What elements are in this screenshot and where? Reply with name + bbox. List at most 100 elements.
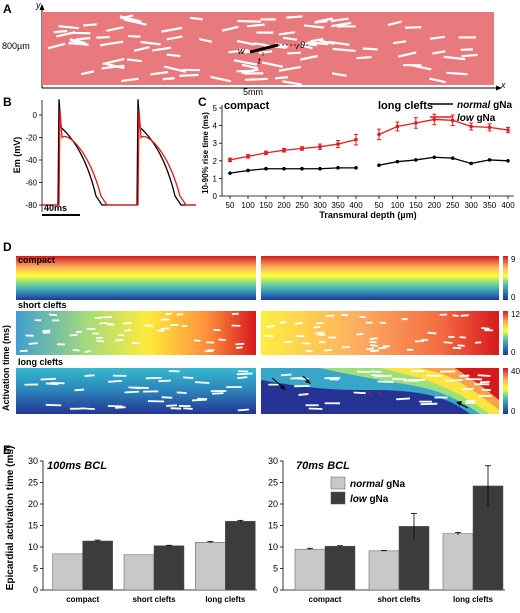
c-xtick-label: 250 <box>446 201 460 210</box>
cleft <box>101 64 125 70</box>
c-xticks: 50 100 150 200 250 300 350 400 50 100 150 200 250 300… <box>226 196 515 210</box>
activation-maps: normal gNa low gNa Activation time (ms) … <box>1 255 520 416</box>
cleft <box>253 42 266 47</box>
map-cleft <box>452 346 462 350</box>
cleft <box>241 68 259 75</box>
cleft <box>128 34 141 38</box>
map-cleft <box>158 379 172 383</box>
map-cleft <box>95 316 104 319</box>
cleft <box>362 47 378 51</box>
e-ytick-label: 20 <box>28 499 38 509</box>
map-cleft <box>170 407 182 410</box>
theta-label: θ <box>300 40 305 50</box>
cleft <box>412 64 432 71</box>
cleft <box>140 40 161 46</box>
cleft <box>397 51 417 58</box>
c-xtick-label: 400 <box>501 201 515 210</box>
map-cleft <box>460 314 469 317</box>
cleft <box>245 77 268 81</box>
c-xtick-label: 150 <box>409 201 423 210</box>
map-cleft <box>115 406 126 409</box>
cleft <box>162 77 175 81</box>
c-ytick-label: 1 <box>213 174 218 183</box>
map-cleft <box>370 349 379 353</box>
map-cleft <box>212 392 224 395</box>
e-ytick-label: 0 <box>273 585 278 595</box>
colorbar-max: 40 <box>511 367 520 376</box>
cleft <box>461 53 478 58</box>
y-axis-label: y <box>35 0 41 10</box>
cleft <box>274 76 289 80</box>
c-point <box>318 144 322 149</box>
map-cleft <box>84 350 92 353</box>
c-point <box>395 159 400 164</box>
cleft <box>166 53 181 58</box>
c-series-line <box>229 167 356 174</box>
c-point <box>282 148 286 153</box>
b-ytick-label: -80 <box>25 201 37 210</box>
map-cleft <box>356 332 364 336</box>
b-ytick-label: -20 <box>25 134 37 143</box>
map-cleft <box>266 325 275 328</box>
c-group-title-compact: compact <box>224 100 270 112</box>
e-bar <box>153 545 185 591</box>
panel-label-c: C <box>198 95 207 109</box>
cleft <box>198 38 213 43</box>
map-cleft <box>284 340 293 344</box>
c-ytick-label: 5 <box>213 104 218 113</box>
map-cleft <box>96 339 105 343</box>
c-point <box>282 166 286 171</box>
c-legend: normal gNa low gNa <box>430 100 512 124</box>
map-cleft <box>401 317 408 321</box>
c-xtick-label: 100 <box>391 201 405 210</box>
cleft <box>53 29 68 34</box>
c-xtick-label: 200 <box>428 201 442 210</box>
e-category-label: long clefts <box>453 595 494 604</box>
map-cleft <box>356 370 371 373</box>
map-cleft <box>324 348 332 352</box>
cleft <box>286 15 303 19</box>
e-bar <box>52 553 83 591</box>
map-cleft <box>353 391 366 395</box>
scalebar-label: 40ms <box>44 203 67 213</box>
e-content: 0 5 10 15 20 25 30 100ms BCL compact short clefts… <box>28 456 505 604</box>
cleft <box>233 59 258 66</box>
e-ytick-label: 15 <box>28 521 38 531</box>
c-xtick-label: 300 <box>464 201 478 210</box>
map-cleft <box>124 390 140 394</box>
c-series-line <box>378 156 509 166</box>
d-row-label: long clefts <box>18 357 63 367</box>
map-cleft <box>160 327 170 330</box>
e-category-label: short clefts <box>132 595 176 604</box>
b-yticks: 0 -20 -40 -60 -80 <box>25 111 42 210</box>
c-xtick-label: 300 <box>313 201 327 210</box>
c-point <box>264 166 268 171</box>
map-cleft <box>369 340 377 344</box>
cleft <box>80 70 95 76</box>
e-legend-swatch <box>330 491 346 505</box>
map-cleft <box>42 329 51 333</box>
c-point <box>228 171 232 175</box>
map-cleft <box>298 393 309 396</box>
map-cleft <box>377 346 387 350</box>
c-point <box>414 121 418 125</box>
cleft <box>210 75 232 83</box>
c-legend-label: low gNa <box>457 113 496 124</box>
b-ytick-label: 0 <box>33 111 38 120</box>
map-cleft <box>465 377 483 381</box>
cleft <box>304 24 325 29</box>
map-cleft <box>114 338 124 342</box>
c-point <box>469 124 473 129</box>
map-cleft <box>341 313 349 317</box>
cleft <box>75 36 91 41</box>
c-point <box>264 151 268 155</box>
cleft <box>282 80 302 86</box>
cleft <box>278 31 295 36</box>
e-category-label: compact <box>66 595 99 604</box>
colorbar-max: 9 <box>511 255 516 264</box>
cleft <box>446 71 468 76</box>
rise-time-chart: 0 1 2 3 4 5 50 100 150 200 250 300 350 400 50 100 150 20… <box>201 100 515 220</box>
map-cleft <box>191 398 207 402</box>
d-row-label: compact <box>18 255 55 265</box>
d-row-labels: compact short clefts long clefts <box>18 255 67 367</box>
